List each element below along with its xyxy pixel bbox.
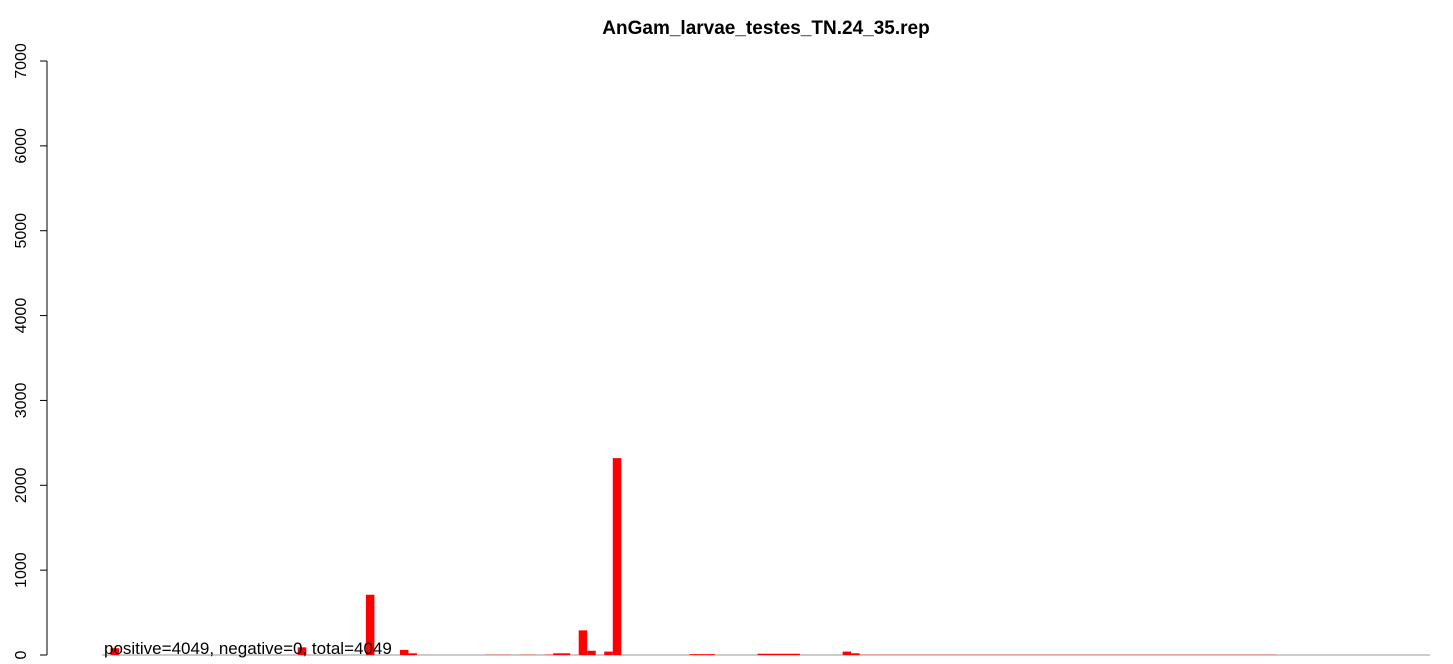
bar [851,653,860,655]
bar [706,654,715,655]
y-tick-label: 5000 [13,213,30,249]
y-tick-label: 7000 [13,43,30,79]
annotation: positive=4049, negative=0, total=4049 [104,639,392,658]
bar [766,653,775,655]
bar [697,654,707,655]
bar [842,651,852,655]
bar [757,653,766,655]
y-tick-label: 2000 [13,467,30,503]
y-tick-label: 4000 [13,298,30,334]
bar [791,653,801,655]
y-tick-label: 6000 [13,128,30,164]
bar [110,648,120,655]
bar [587,650,596,655]
bar [689,654,698,655]
bar [783,653,792,655]
bar [365,594,375,655]
bar [612,458,622,655]
y-tick-label: 0 [13,650,30,659]
bar [297,647,307,655]
y-tick-label: 3000 [13,383,30,419]
y-tick-label: 1000 [13,552,30,588]
bar [399,649,409,655]
bar [774,653,784,655]
chart-title: AnGam_larvae_testes_TN.24_35.rep [602,18,929,39]
bar [561,653,571,655]
bar [578,630,588,655]
bar [553,653,562,655]
bar [604,651,613,655]
bar [408,653,417,655]
